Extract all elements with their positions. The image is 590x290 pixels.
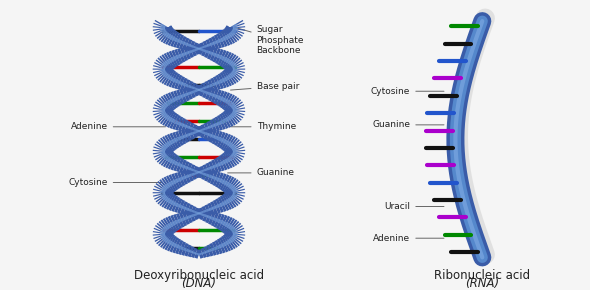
Text: Base pair: Base pair xyxy=(231,82,299,91)
Text: Cytosine: Cytosine xyxy=(371,87,444,96)
Text: Ribonucleic acid: Ribonucleic acid xyxy=(434,269,530,282)
Text: Adenine: Adenine xyxy=(71,122,165,131)
Text: Adenine: Adenine xyxy=(373,234,444,243)
Text: Uracil: Uracil xyxy=(384,202,444,211)
Text: Cytosine: Cytosine xyxy=(68,178,163,187)
Text: Deoxyribonucleic acid: Deoxyribonucleic acid xyxy=(134,269,264,282)
Text: Guanine: Guanine xyxy=(228,168,294,177)
Text: Sugar
Phosphate
Backbone: Sugar Phosphate Backbone xyxy=(232,26,304,55)
Text: (RNA): (RNA) xyxy=(466,277,499,290)
Text: Guanine: Guanine xyxy=(372,120,444,129)
Text: Thymine: Thymine xyxy=(231,122,296,131)
Text: (DNA): (DNA) xyxy=(182,277,217,290)
